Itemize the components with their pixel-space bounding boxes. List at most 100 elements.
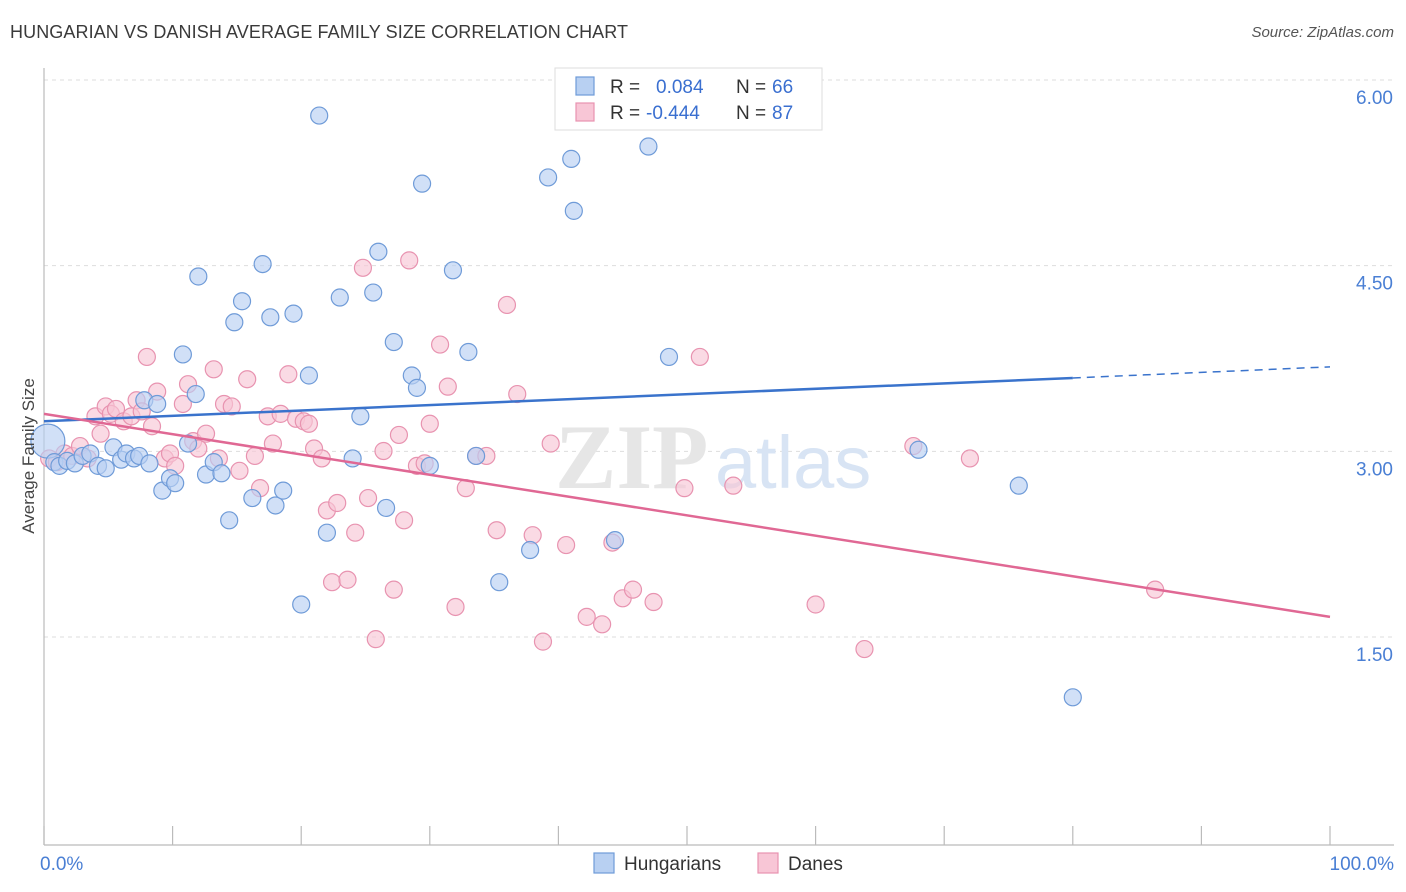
danes-point-35 (263, 434, 283, 453)
hungarians-point-34 (274, 481, 293, 500)
hungarians-point-62 (909, 440, 928, 459)
trend-lines (43, 366, 1331, 619)
hungarians-point-32 (261, 308, 280, 327)
danes-point-76 (623, 580, 643, 599)
stats-legend-n-value-danes: 87 (772, 103, 793, 124)
danes-point-45 (328, 493, 347, 513)
chart-title: HUNGARIAN VS DANISH AVERAGE FAMILY SIZE … (10, 22, 629, 42)
hungarians-point-38 (310, 106, 329, 125)
chart-source: Source: ZipAtlas.com (1251, 24, 1394, 41)
y-tick-label-1: 3.00 (1356, 459, 1393, 480)
danes-point-53 (389, 425, 409, 445)
series-legend: Hungarians Danes (593, 852, 843, 875)
hungarians-point-22 (186, 384, 205, 404)
danes-point-59 (430, 335, 450, 354)
danes-point-81 (806, 595, 825, 614)
hungarians-point-16 (148, 394, 167, 414)
series-legend-swatch-danes (757, 852, 779, 874)
hungarians-point-56 (539, 168, 558, 187)
x-axis-ticks (43, 826, 1331, 845)
x-tick-label-max: 100.0% (1330, 854, 1395, 875)
stats-legend-swatch-hungarians (575, 76, 595, 96)
hungarians-point-15 (140, 454, 159, 473)
stats-legend: R = 0.084 N = 66 R = -0.444 N = 87 (554, 67, 823, 131)
danes-point-21 (173, 394, 192, 414)
hungarians-trend-line (43, 376, 1073, 423)
stats-legend-r-label-danes: R = (610, 103, 640, 124)
danes-point-47 (346, 523, 365, 542)
hungarians-point-44 (369, 242, 388, 261)
gridlines (44, 79, 1394, 638)
hungarians-point-57 (562, 149, 581, 168)
danes-point-44 (322, 573, 342, 592)
hungarians-point-26 (212, 464, 231, 483)
y-tick-label-2: 4.50 (1356, 274, 1393, 295)
hungarians-point-50 (420, 456, 439, 475)
hungarians-point-58 (564, 201, 583, 220)
danes-point-77 (644, 592, 663, 612)
hungarians-point-39 (317, 523, 337, 542)
hungarians-point-51 (443, 261, 463, 280)
hungarians-point-52 (459, 342, 478, 362)
hungarians-point-48 (407, 378, 427, 397)
danes-point-54 (394, 511, 414, 530)
hungarians-point-46 (384, 332, 403, 352)
hungarians-point-45 (376, 498, 396, 518)
hungarians-point-43 (364, 283, 383, 302)
danes-point-50 (366, 630, 385, 649)
danes-point-61 (446, 597, 465, 617)
stats-legend-r-value-hungarians: 0.084 (656, 77, 704, 98)
danes-trend-line (43, 412, 1331, 619)
danes-point-72 (577, 607, 596, 626)
hungarians-point-36 (292, 595, 311, 614)
hungarians-point-61 (659, 347, 679, 367)
danes-point-29 (222, 397, 241, 416)
danes-point-7 (91, 424, 110, 443)
stats-legend-box (554, 67, 823, 131)
danes-point-71 (557, 535, 576, 555)
hungarians-point-28 (225, 313, 244, 332)
series-legend-label-hungarians: Hungarians (624, 854, 721, 875)
series-legend-label-danes: Danes (788, 854, 843, 875)
hungarians-point-54 (490, 573, 509, 592)
hungarians-point-37 (299, 366, 319, 385)
y-axis-title: Average Family Size (19, 378, 38, 534)
stats-legend-r-label-hungarians: R = (610, 77, 640, 98)
x-tick-label-min: 0.0% (40, 854, 83, 875)
danes-point-52 (384, 580, 403, 599)
hungarians-point-49 (412, 174, 432, 193)
danes-point-48 (353, 258, 373, 277)
hungarians-point-59 (605, 531, 625, 550)
stats-legend-n-value-hungarians: 66 (772, 77, 793, 98)
hungarians-point-21 (178, 434, 198, 453)
danes-point-60 (438, 377, 457, 396)
stats-legend-n-label-hungarians: N = (736, 77, 766, 98)
danes-point-26 (204, 360, 223, 379)
danes-point-73 (593, 615, 612, 634)
hungarians-point-8 (96, 459, 115, 478)
danes-point-84 (960, 449, 980, 468)
danes-point-82 (855, 639, 874, 659)
hungarians-point-23 (189, 267, 208, 286)
danes-point-65 (487, 521, 506, 540)
danes-point-30 (230, 461, 249, 480)
hungarians-point-33 (266, 496, 285, 515)
danes-point-32 (245, 446, 265, 466)
danes-point-79 (690, 347, 709, 367)
danes-point-49 (358, 488, 378, 508)
hungarians-point-60 (639, 137, 658, 156)
danes-point-31 (238, 370, 257, 389)
hungarians-trend-extension (1072, 366, 1331, 379)
danes-point-15 (137, 347, 156, 367)
y-tick-label-0: 1.50 (1356, 645, 1393, 666)
hungarians-point-29 (232, 292, 252, 311)
danes-point-40 (299, 414, 319, 433)
hungarians-point-27 (220, 511, 239, 530)
stats-legend-swatch-danes (575, 102, 595, 122)
danes-point-78 (675, 479, 694, 498)
y-tick-labels: 1.50 3.00 4.50 6.00 (1356, 88, 1393, 666)
danes-point-51 (374, 441, 393, 461)
y-tick-label-3: 6.00 (1356, 88, 1393, 109)
hungarians-point-20 (173, 345, 192, 364)
danes-point-69 (533, 632, 553, 651)
